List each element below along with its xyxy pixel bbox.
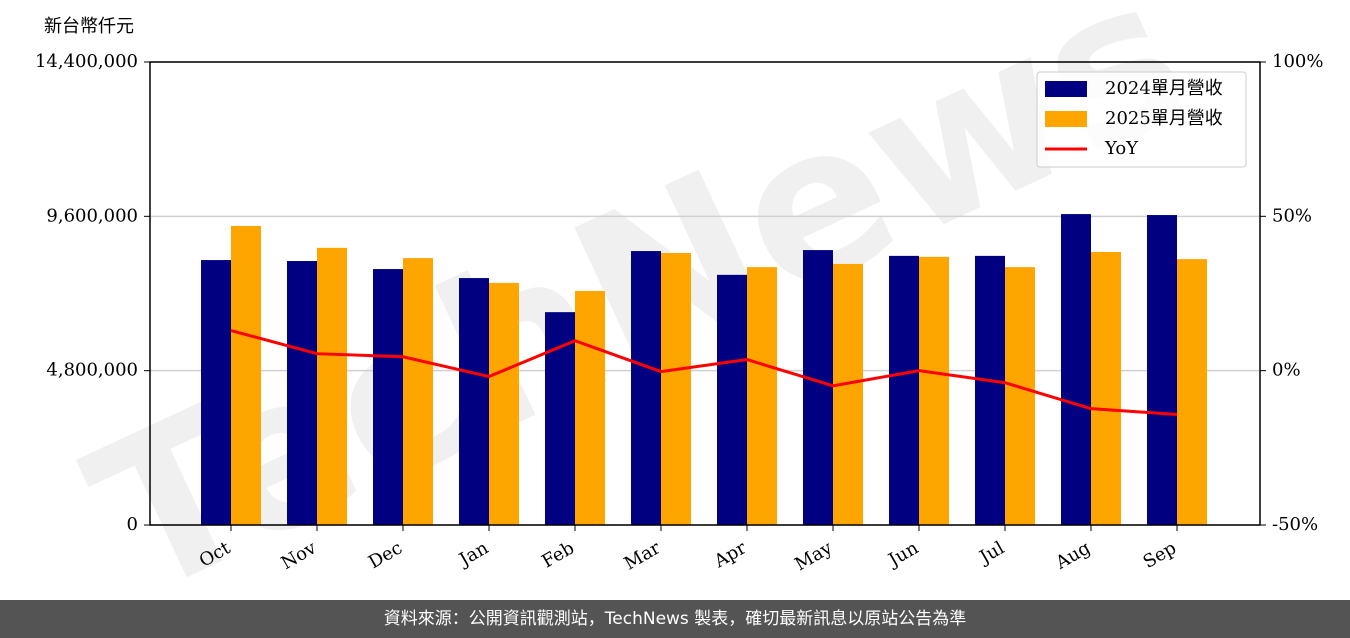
bar bbox=[1061, 214, 1091, 525]
bar bbox=[287, 261, 317, 525]
y-tick-label: 14,400,000 bbox=[35, 51, 138, 72]
bar bbox=[317, 247, 347, 525]
legend-label: YoY bbox=[1104, 138, 1139, 159]
bar bbox=[975, 255, 1005, 525]
bar bbox=[403, 258, 433, 525]
x-tick-label: Jun bbox=[883, 537, 922, 572]
plot-frame bbox=[149, 61, 1261, 526]
y2-tick-label: -50% bbox=[1272, 514, 1318, 535]
bar bbox=[489, 282, 519, 525]
legend-label: 2025單月營收 bbox=[1105, 108, 1223, 129]
bar bbox=[231, 225, 261, 525]
y-tick-label: 9,600,000 bbox=[46, 205, 138, 226]
bar bbox=[717, 274, 747, 525]
line bbox=[230, 329, 1178, 416]
y2-tick-label: 0% bbox=[1272, 360, 1301, 381]
legend-label: 2024單月營收 bbox=[1105, 78, 1223, 99]
bar bbox=[747, 267, 777, 525]
bar bbox=[1177, 259, 1207, 525]
y-tick-label: 0 bbox=[127, 514, 138, 535]
bar bbox=[1091, 252, 1121, 525]
y-axis-label: 新台幣仟元 bbox=[44, 16, 134, 37]
bar bbox=[1147, 215, 1177, 525]
x-tick-label: Apr bbox=[710, 537, 750, 572]
bar bbox=[803, 250, 833, 525]
x-tick-label: Jan bbox=[454, 537, 492, 571]
bar bbox=[1005, 267, 1035, 525]
y2-tick-label: 50% bbox=[1272, 205, 1312, 226]
bar bbox=[661, 252, 691, 526]
chart: TechNews 新台幣仟元 04,800,0009,600,00014,400… bbox=[35, 0, 1324, 600]
bar bbox=[575, 290, 605, 525]
x-tick-label: May bbox=[791, 537, 836, 575]
y2-tick-label: 100% bbox=[1272, 51, 1323, 72]
x-tick-label: Jul bbox=[974, 537, 1008, 569]
legend-swatch bbox=[1045, 111, 1087, 127]
legend-box bbox=[1036, 71, 1247, 168]
bar bbox=[833, 263, 863, 525]
x-tick-label: Sep bbox=[1140, 537, 1180, 572]
x-tick-label: Feb bbox=[538, 537, 578, 572]
y-tick-label: 4,800,000 bbox=[46, 360, 138, 381]
bar bbox=[919, 256, 949, 525]
legend-swatch bbox=[1045, 81, 1087, 97]
x-tick-label: Mar bbox=[621, 537, 665, 574]
x-tick-label: Aug bbox=[1051, 537, 1094, 574]
bar bbox=[373, 269, 403, 525]
footer: 資料來源：公開資訊觀測站，TechNews 製表，確切最新訊息以原站公告為準 bbox=[0, 600, 1350, 638]
bar bbox=[631, 251, 661, 525]
bar bbox=[459, 278, 489, 525]
bar bbox=[889, 255, 919, 525]
bar bbox=[201, 260, 231, 525]
